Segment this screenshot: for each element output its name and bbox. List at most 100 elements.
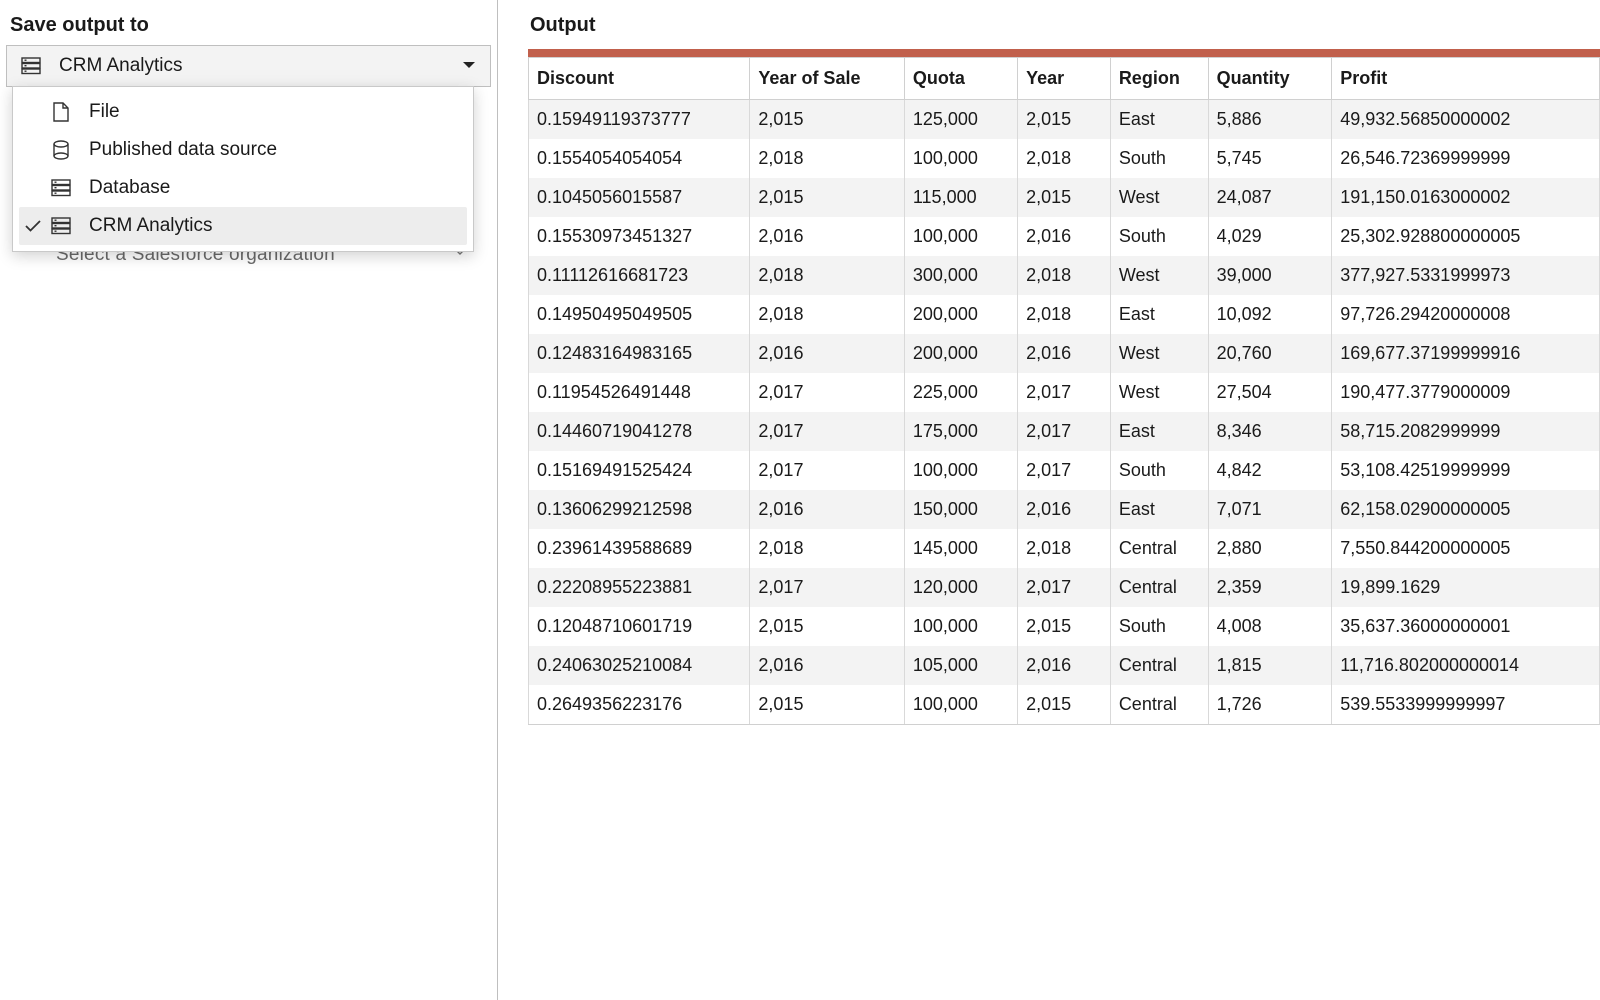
table-cell: 169,677.37199999916 — [1332, 334, 1600, 373]
column-header[interactable]: Quota — [904, 58, 1017, 100]
table-cell: 2,018 — [1018, 256, 1111, 295]
table-row[interactable]: 0.10450560155872,015115,0002,015West24,0… — [529, 178, 1600, 217]
table-row[interactable]: 0.124831649831652,016200,0002,016West20,… — [529, 334, 1600, 373]
dropdown-option[interactable]: Published data source — [19, 131, 467, 169]
table-cell: 25,302.928800000005 — [1332, 217, 1600, 256]
table-row[interactable]: 0.222089552238812,017120,0002,017Central… — [529, 568, 1600, 607]
table-cell: 100,000 — [904, 685, 1017, 724]
table-cell: South — [1110, 139, 1208, 178]
table-cell: 2,016 — [750, 217, 904, 256]
table-cell: West — [1110, 178, 1208, 217]
dropdown-option[interactable]: Database — [19, 169, 467, 207]
table-cell: 7,550.844200000005 — [1332, 529, 1600, 568]
table-cell: 2,015 — [1018, 685, 1111, 724]
table-cell: 2,018 — [750, 256, 904, 295]
table-row[interactable]: 0.151694915254242,017100,0002,017South4,… — [529, 451, 1600, 490]
table-cell: 24,087 — [1208, 178, 1332, 217]
table-cell: 2,015 — [750, 178, 904, 217]
dropdown-option-label: File — [89, 101, 120, 123]
table-cell: 0.12048710601719 — [529, 607, 750, 646]
table-cell: 0.1554054054054 — [529, 139, 750, 178]
table-cell: 2,016 — [750, 646, 904, 685]
table-cell: 2,016 — [750, 490, 904, 529]
table-cell: 0.23961439588689 — [529, 529, 750, 568]
table-cell: Central — [1110, 529, 1208, 568]
table-cell: 20,760 — [1208, 334, 1332, 373]
table-cell: 2,016 — [1018, 334, 1111, 373]
output-destination-select[interactable]: CRM Analytics — [6, 45, 491, 87]
table-cell: 0.24063025210084 — [529, 646, 750, 685]
table-cell: 2,018 — [1018, 295, 1111, 334]
table-cell: West — [1110, 334, 1208, 373]
table-cell: East — [1110, 412, 1208, 451]
table-cell: Central — [1110, 568, 1208, 607]
table-cell: 2,016 — [1018, 490, 1111, 529]
table-cell: 145,000 — [904, 529, 1017, 568]
table-row[interactable]: 0.136062992125982,016150,0002,016East7,0… — [529, 490, 1600, 529]
table-cell: 2,018 — [750, 139, 904, 178]
table-row[interactable]: 0.144607190412782,017175,0002,017East8,3… — [529, 412, 1600, 451]
output-panel: Output DiscountYear of SaleQuotaYearRegi… — [498, 0, 1600, 1000]
output-header-row: DiscountYear of SaleQuotaYearRegionQuant… — [529, 58, 1600, 100]
table-cell: 1,815 — [1208, 646, 1332, 685]
table-cell: 2,018 — [1018, 529, 1111, 568]
table-cell: 225,000 — [904, 373, 1017, 412]
column-header[interactable]: Discount — [529, 58, 750, 100]
table-cell: 100,000 — [904, 451, 1017, 490]
table-cell: 2,016 — [1018, 646, 1111, 685]
table-row[interactable]: 0.26493562231762,015100,0002,015Central1… — [529, 685, 1600, 724]
table-cell: 100,000 — [904, 217, 1017, 256]
cylinder-icon — [47, 140, 75, 160]
table-cell: 39,000 — [1208, 256, 1332, 295]
column-header[interactable]: Quantity — [1208, 58, 1332, 100]
table-cell: 0.11954526491448 — [529, 373, 750, 412]
table-cell: 120,000 — [904, 568, 1017, 607]
column-header[interactable]: Profit — [1332, 58, 1600, 100]
table-cell: South — [1110, 607, 1208, 646]
table-cell: East — [1110, 490, 1208, 529]
table-cell: 190,477.3779000009 — [1332, 373, 1600, 412]
table-cell: 2,018 — [1018, 139, 1111, 178]
column-header[interactable]: Year of Sale — [750, 58, 904, 100]
table-row[interactable]: 0.155309734513272,016100,0002,016South4,… — [529, 217, 1600, 256]
table-row[interactable]: 0.149504950495052,018200,0002,018East10,… — [529, 295, 1600, 334]
table-cell: 2,016 — [1018, 217, 1111, 256]
table-cell: 2,015 — [750, 685, 904, 724]
table-cell: 100,000 — [904, 607, 1017, 646]
table-cell: West — [1110, 256, 1208, 295]
output-table: DiscountYear of SaleQuotaYearRegionQuant… — [528, 57, 1600, 724]
table-cell: 0.12483164983165 — [529, 334, 750, 373]
column-header[interactable]: Year — [1018, 58, 1111, 100]
table-cell: West — [1110, 373, 1208, 412]
output-accent-bar — [528, 49, 1600, 57]
database-icon — [47, 179, 75, 197]
table-row[interactable]: 0.239614395886892,018145,0002,018Central… — [529, 529, 1600, 568]
table-cell: 2,880 — [1208, 529, 1332, 568]
column-header[interactable]: Region — [1110, 58, 1208, 100]
check-icon — [25, 219, 41, 233]
table-cell: 0.2649356223176 — [529, 685, 750, 724]
table-cell: 2,017 — [750, 373, 904, 412]
table-row[interactable]: 0.111126166817232,018300,0002,018West39,… — [529, 256, 1600, 295]
table-cell: 26,546.72369999999 — [1332, 139, 1600, 178]
table-cell: 2,017 — [1018, 373, 1111, 412]
table-cell: 175,000 — [904, 412, 1017, 451]
dropdown-option[interactable]: CRM Analytics — [19, 207, 467, 245]
table-cell: 1,726 — [1208, 685, 1332, 724]
table-row[interactable]: 0.120487106017192,015100,0002,015South4,… — [529, 607, 1600, 646]
table-cell: 2,017 — [750, 568, 904, 607]
table-cell: 100,000 — [904, 139, 1017, 178]
table-row[interactable]: 0.119545264914482,017225,0002,017West27,… — [529, 373, 1600, 412]
table-cell: 5,745 — [1208, 139, 1332, 178]
table-row[interactable]: 0.159491193737772,015125,0002,015East5,8… — [529, 100, 1600, 140]
database-icon — [21, 57, 41, 75]
table-cell: 62,158.02900000005 — [1332, 490, 1600, 529]
table-cell: 200,000 — [904, 334, 1017, 373]
table-row[interactable]: 0.240630252100842,016105,0002,016Central… — [529, 646, 1600, 685]
table-cell: 2,017 — [1018, 451, 1111, 490]
table-cell: 53,108.42519999999 — [1332, 451, 1600, 490]
table-row[interactable]: 0.15540540540542,018100,0002,018South5,7… — [529, 139, 1600, 178]
table-cell: 2,015 — [750, 607, 904, 646]
dropdown-option[interactable]: File — [19, 93, 467, 131]
table-cell: Central — [1110, 646, 1208, 685]
